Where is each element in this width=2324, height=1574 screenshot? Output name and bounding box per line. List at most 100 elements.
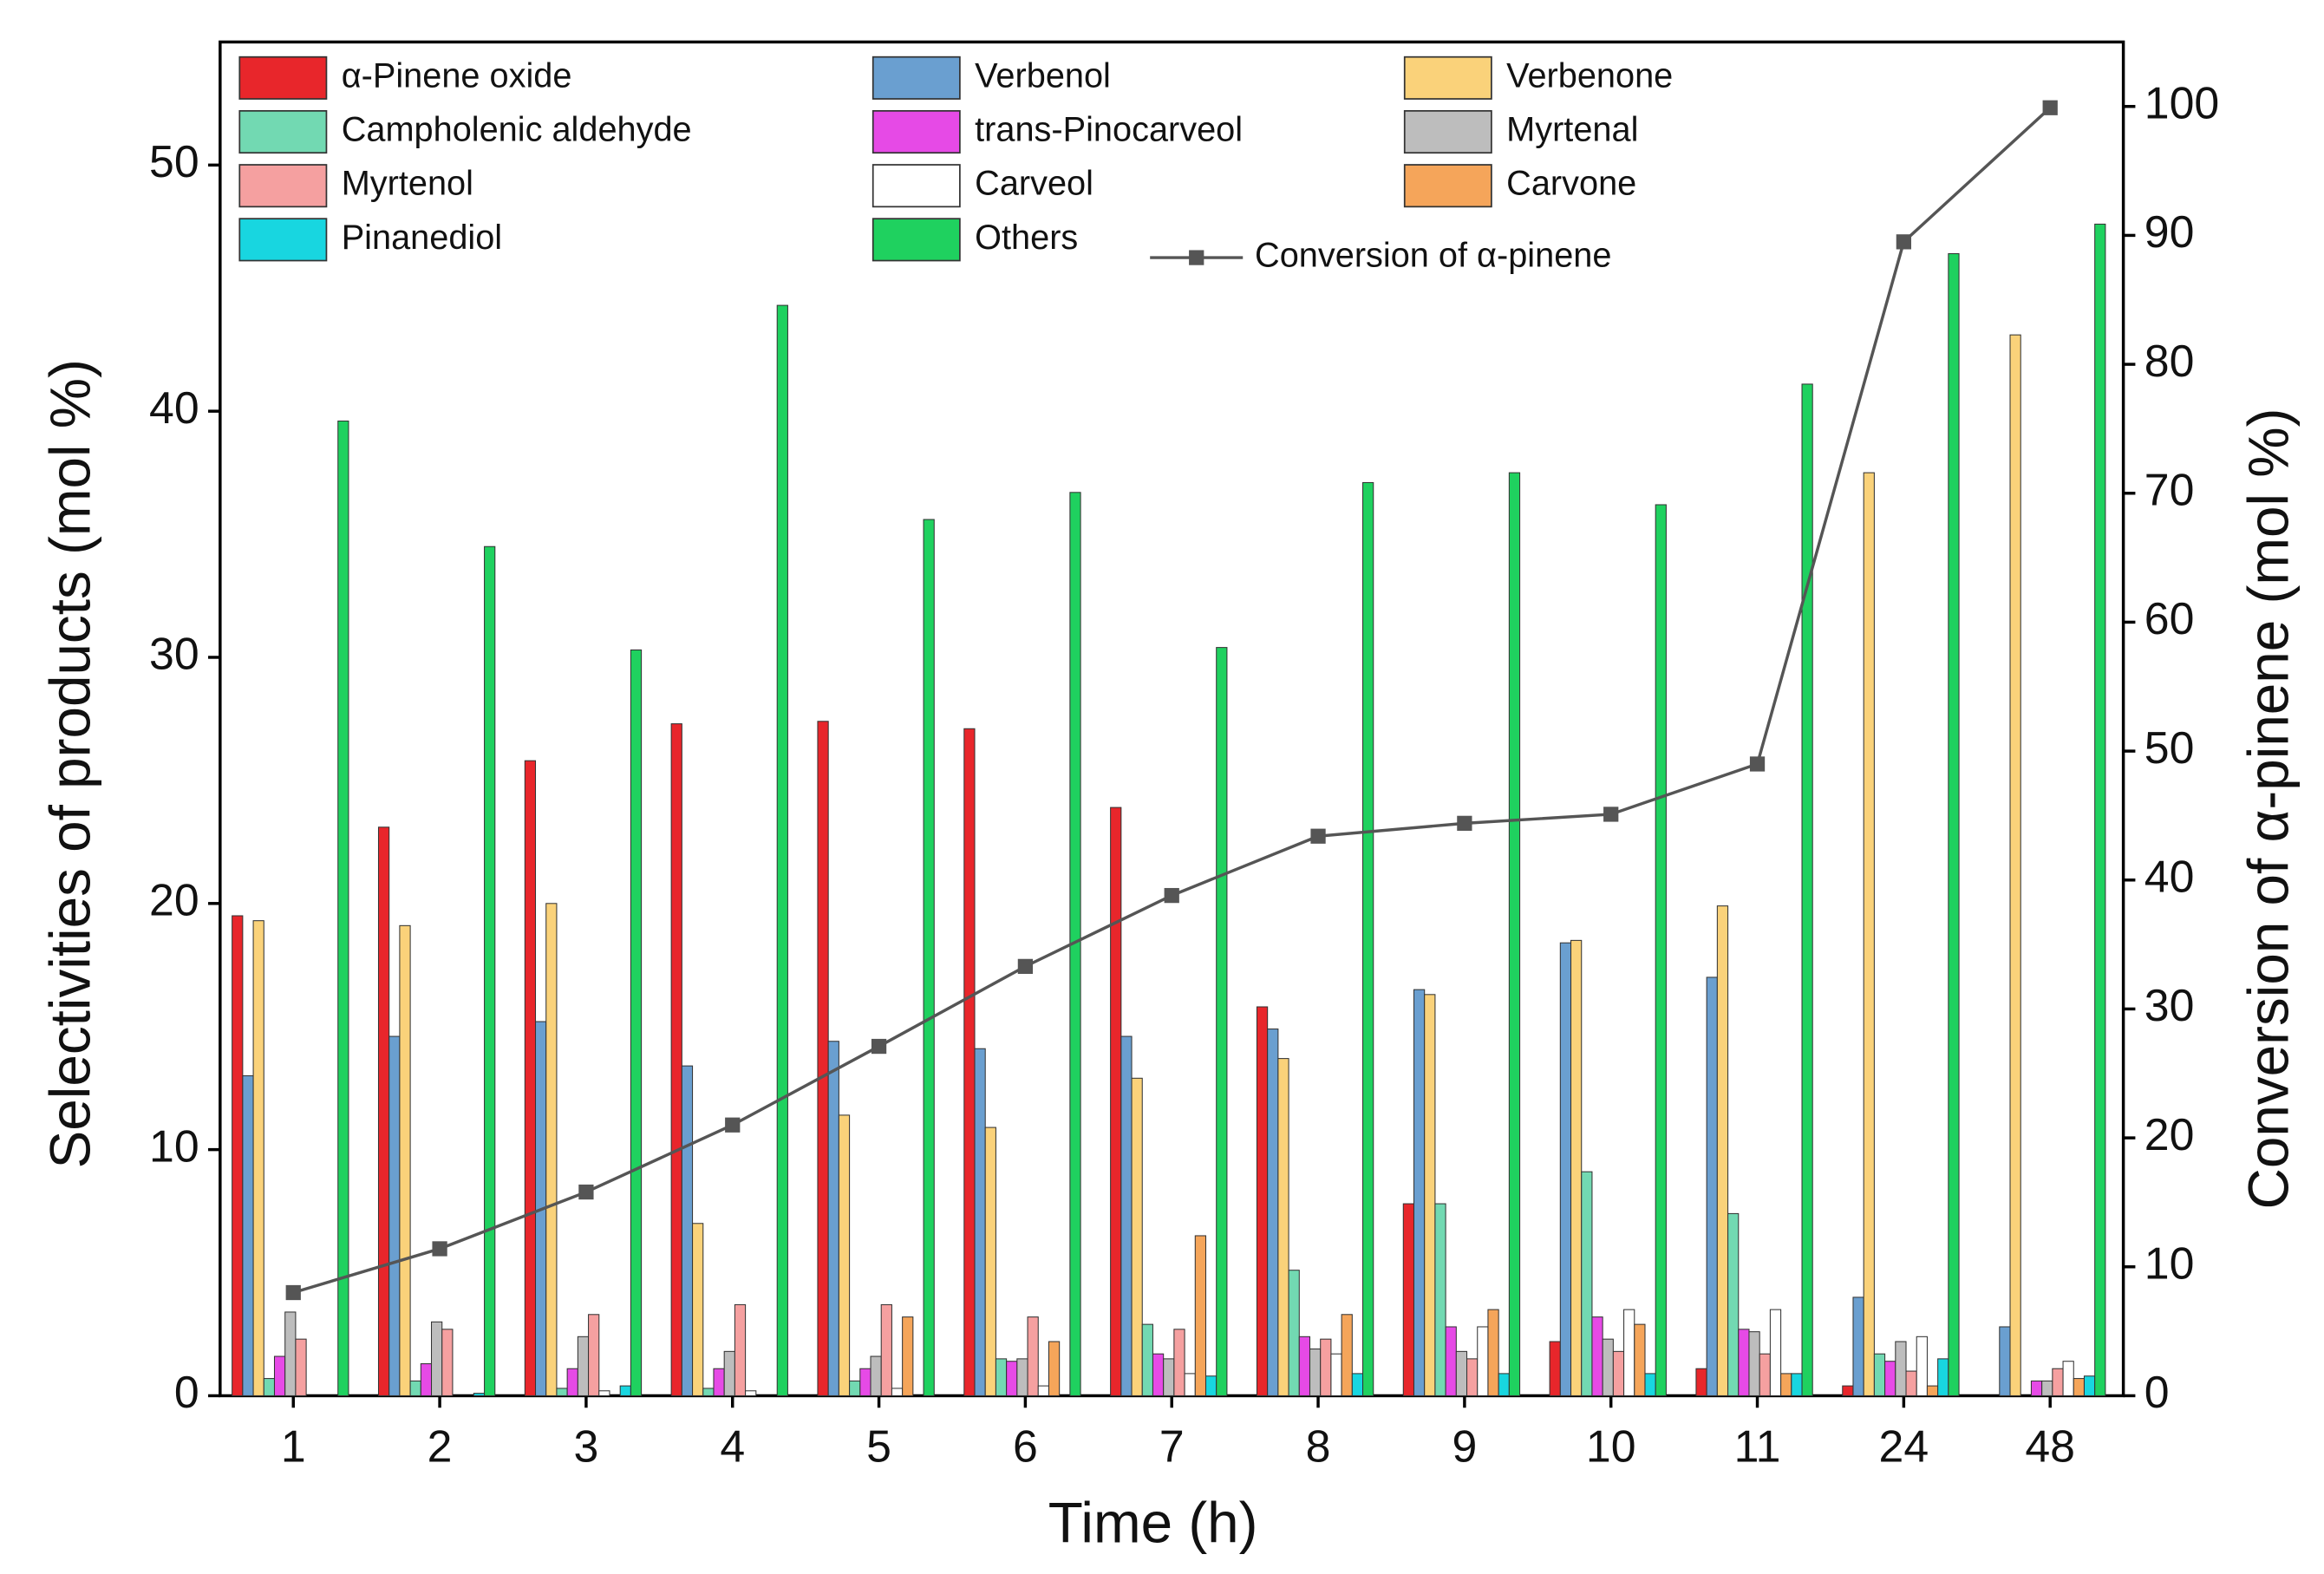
x-tick-label: 10 [1586,1421,1636,1471]
bar [859,1368,872,1396]
bar [1120,1035,1133,1396]
legend-swatch [238,109,328,154]
legend-label: Campholenic aldehyde [342,111,692,149]
bar [2062,1361,2074,1396]
legend-label: Others [975,219,1078,257]
x-tick-label: 48 [2025,1421,2075,1471]
legend-label: Myrtenal [1506,111,1638,149]
y2-tick-label: 30 [2144,980,2195,1030]
bar [1204,1375,1217,1396]
bar [870,1355,882,1396]
bar [1256,1006,1269,1396]
x-tick-label: 2 [428,1421,453,1471]
bar [1759,1353,1771,1396]
legend-swatch [872,56,961,100]
bar [1267,1029,1279,1396]
bar [1884,1361,1896,1396]
x-tick-label: 5 [866,1421,891,1471]
bar [1644,1373,1656,1396]
bar [556,1388,568,1396]
x-tick-label: 4 [720,1421,745,1471]
bar [484,545,496,1396]
y-tick-label: 0 [174,1367,199,1417]
bar [670,723,682,1396]
bar [1748,1331,1760,1396]
bar [1655,504,1667,1396]
bar [1351,1373,1364,1396]
bar [1110,807,1122,1396]
bar [1027,1316,1039,1396]
bar [598,1390,610,1396]
y2-tick-label: 0 [2144,1367,2170,1417]
legend-swatch [872,218,961,262]
marker [285,1284,301,1301]
bar [1163,1358,1175,1396]
bar [1320,1338,1332,1396]
bar [827,1041,839,1396]
bar [776,304,788,1396]
x-tick-label: 1 [281,1421,306,1471]
marker [1457,815,1472,831]
legend-swatch [872,109,961,154]
bar [577,1336,590,1396]
y2-tick-label: 80 [2144,336,2195,386]
y2-tick-label: 10 [2144,1238,2195,1288]
y2-tick-label: 90 [2144,206,2195,257]
bar [273,1355,286,1396]
bar [995,1358,1008,1396]
bar [974,1048,986,1396]
bar [1695,1368,1707,1396]
bar [1612,1350,1625,1396]
marker [725,1117,741,1133]
marker [1017,958,1034,975]
bar [1216,647,1228,1396]
bar [902,1316,914,1396]
x-tick-label: 24 [1879,1421,1929,1471]
y2-tick-label: 100 [2144,77,2219,127]
y-tick-label: 40 [149,382,199,433]
bar [1716,905,1729,1396]
bar [420,1363,433,1396]
bar [745,1390,757,1396]
bar [1466,1358,1479,1396]
bar [1863,472,1875,1396]
bar [399,924,411,1396]
y-tick-label: 30 [149,629,199,679]
y2-tick-label: 50 [2144,722,2195,773]
bar [1769,1309,1782,1396]
bar [1362,481,1374,1396]
marker [2042,100,2058,115]
bar [377,826,390,1396]
legend-label: Verbenol [975,56,1111,95]
bar [734,1303,747,1396]
legend-swatch [1403,109,1492,154]
bar [1926,1385,1939,1396]
bar [1037,1385,1049,1396]
x-tick-label: 11 [1734,1421,1781,1471]
bar [473,1393,486,1396]
bar [630,649,643,1396]
bar [1445,1326,1457,1396]
bar [1905,1370,1917,1396]
bar [388,1035,401,1396]
y-tick-label: 20 [149,874,199,924]
bar [1948,252,1960,1396]
bar [1602,1338,1614,1396]
bar [1006,1361,1018,1396]
bar [963,728,976,1396]
legend-label: Conversion of α-pinene [1255,237,1611,275]
bar [1048,1341,1061,1396]
marker [1603,807,1619,822]
bar [409,1380,421,1396]
legend-label: Myrtenol [342,165,473,203]
bar [984,1127,996,1396]
bar [1559,942,1572,1396]
bar [1477,1326,1489,1396]
bar [284,1311,297,1396]
legend-label: trans-Pinocarveol [975,111,1243,149]
bar [295,1338,307,1396]
bar [1508,472,1521,1396]
bar [1016,1358,1028,1396]
bar [337,420,349,1396]
